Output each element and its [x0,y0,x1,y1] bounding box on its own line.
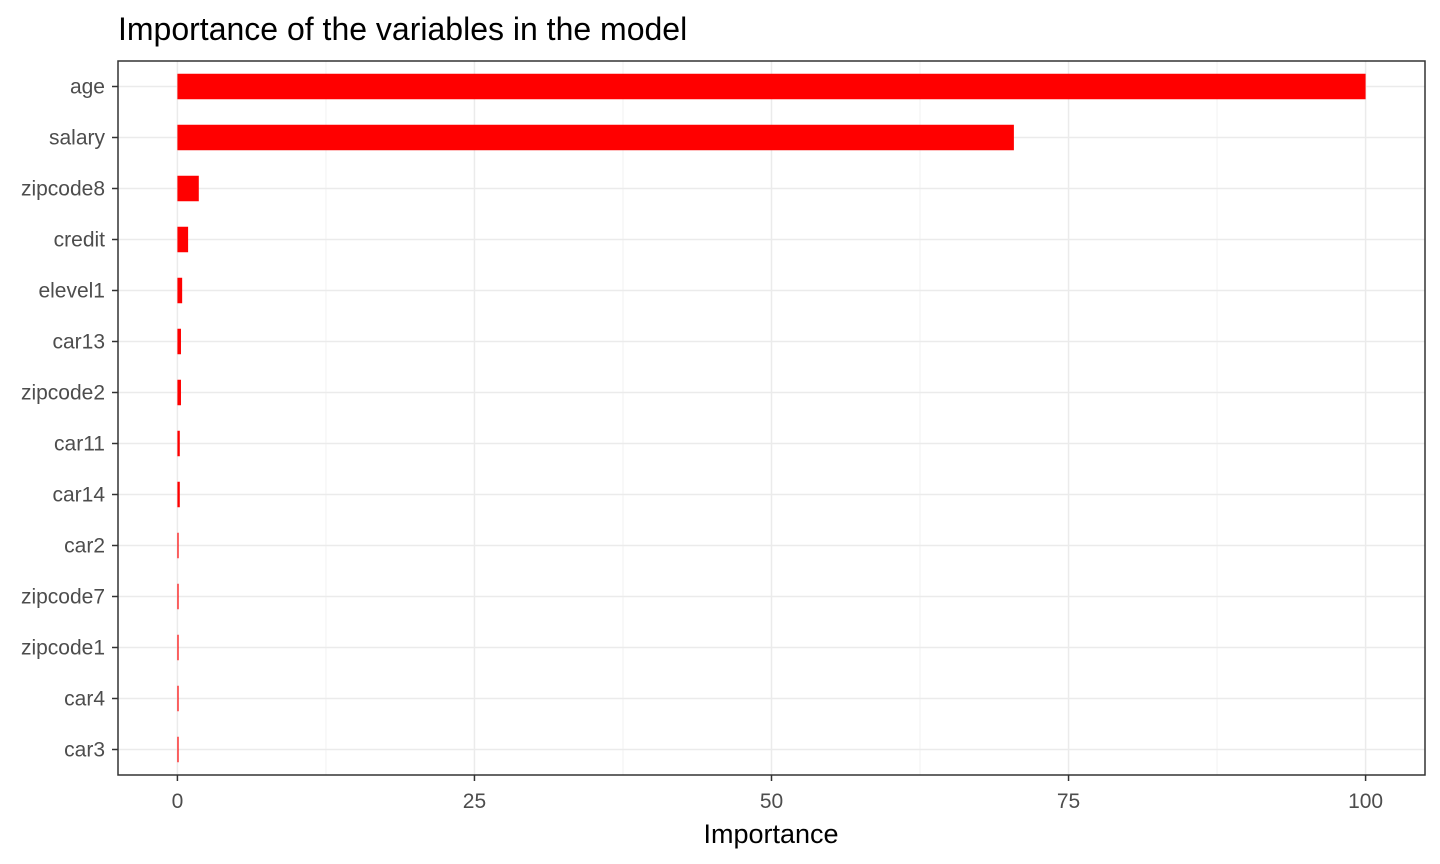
y-tick-label-credit: credit [54,229,106,252]
y-tick-label-salary: salary [49,127,106,150]
bar-zipcode1 [177,634,179,661]
bar-car14 [177,481,180,508]
y-tick-label-car2: car2 [64,535,105,558]
x-axis-ticks: 0 25 50 75 100 [172,775,1383,813]
y-axis-ticks: age salary zipcode8 credit elevel1 car13 zipco… [21,76,118,762]
x-tick-label-0: 0 [172,790,184,813]
x-tick-label-100: 100 [1348,790,1383,813]
bar-elevel1 [177,277,183,304]
bar-zipcode7 [177,583,179,610]
bar-car3 [177,736,179,763]
chart-title: Importance of the variables in the model [118,11,687,47]
x-tick-label-50: 50 [760,790,783,813]
y-tick-label-zipcode7: zipcode7 [21,586,105,609]
y-tick-label-zipcode8: zipcode8 [21,178,105,201]
y-tick-label-zipcode1: zipcode1 [21,637,105,660]
x-axis-title: Importance [703,819,838,849]
bar-salary [177,124,1014,151]
y-tick-label-car4: car4 [64,688,105,711]
x-tick-label-25: 25 [463,790,486,813]
grid-lines [118,61,1425,775]
bar-car13 [177,328,181,355]
bar-age [177,73,1366,100]
y-tick-label-age: age [70,76,105,99]
y-tick-label-zipcode2: zipcode2 [21,382,105,405]
y-tick-label-car11: car11 [54,433,105,456]
y-tick-label-elevel1: elevel1 [38,280,105,303]
y-tick-label-car13: car13 [52,331,105,354]
bar-car11 [177,430,180,457]
bar-zipcode8 [177,175,199,202]
bar-credit [177,226,189,253]
x-tick-label-75: 75 [1057,790,1080,813]
bar-car2 [177,532,179,559]
y-tick-label-car14: car14 [52,484,105,507]
bars [177,73,1366,763]
y-tick-label-car3: car3 [64,739,105,762]
bar-zipcode2 [177,379,181,406]
bar-car4 [177,685,179,712]
